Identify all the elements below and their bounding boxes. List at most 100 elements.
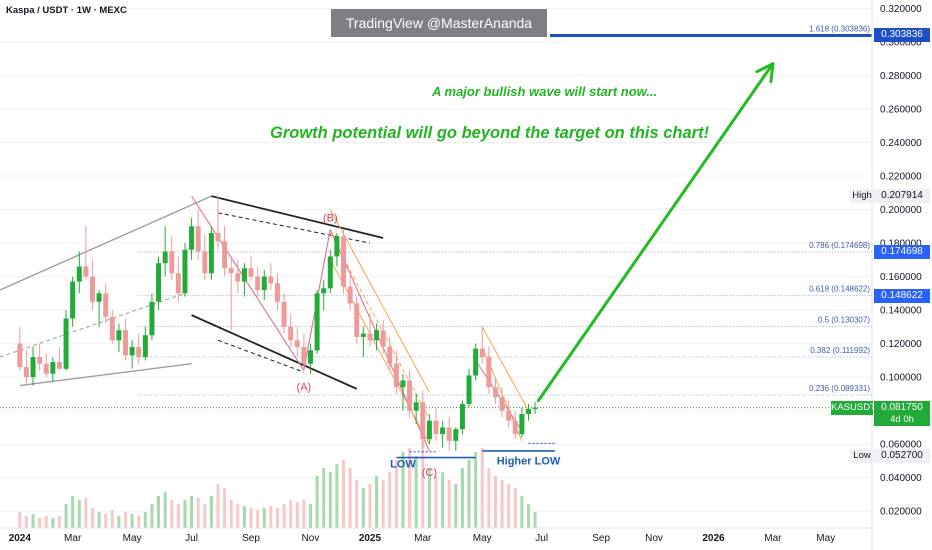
candle-up: [70, 281, 76, 319]
volume-bar: [269, 506, 273, 528]
wedge-lower-dashed: [217, 339, 305, 373]
price-axis: 0.320000 0.300000 0.280000 0.260000 0.240000…: [871, 0, 922, 550]
candle-up: [314, 293, 320, 351]
candle-up: [156, 263, 162, 302]
fib-level-label: 0.618 (0.148622): [809, 285, 870, 294]
volume-bar: [117, 516, 121, 528]
candle-down: [169, 251, 175, 274]
candle-down: [294, 340, 300, 347]
volume-bar: [441, 472, 445, 528]
volume-bar: [110, 510, 114, 528]
volume-bar: [533, 512, 537, 528]
volume-bar: [328, 472, 332, 528]
time-tick-label: 2024: [9, 533, 32, 544]
fib-level-label: 0.5 (0.130307): [818, 315, 870, 324]
candle-down: [354, 303, 360, 337]
candle-down: [43, 363, 49, 374]
candle-down: [393, 363, 399, 388]
candle-up: [453, 429, 459, 441]
candle-down: [37, 357, 43, 364]
volume-bar: [295, 502, 299, 528]
candle-up: [440, 427, 446, 435]
symbol-label: KASUSDT: [831, 400, 876, 415]
volume-bar: [84, 498, 88, 528]
candle-down: [202, 251, 208, 274]
candle-up: [116, 330, 122, 341]
candle-up: [473, 348, 479, 376]
volume-bar: [275, 508, 279, 528]
volume-bar: [427, 468, 431, 528]
low-label: Low: [850, 449, 874, 464]
volume-bar: [209, 496, 213, 528]
time-tick-label: 2026: [702, 533, 725, 544]
candle-down: [479, 348, 485, 358]
candle-down: [274, 283, 280, 302]
volume-bar: [348, 468, 352, 528]
candle-up: [334, 236, 340, 257]
candle-up: [96, 293, 102, 302]
candle-down: [347, 286, 353, 304]
volume-bar: [203, 504, 207, 528]
volume-bar: [381, 480, 385, 528]
volume-bar: [223, 488, 227, 528]
candle-down: [512, 420, 518, 435]
volume-bar: [342, 460, 346, 528]
volume-bar: [163, 492, 167, 528]
volume-bar: [388, 472, 392, 528]
wave-label: (C): [422, 467, 437, 479]
volume-bar: [183, 500, 187, 528]
bullish-arrow-head: [769, 62, 775, 84]
volume-bar: [196, 498, 200, 528]
volume-bar: [460, 468, 464, 528]
candle-down: [83, 266, 89, 277]
volume-bar: [236, 504, 240, 528]
time-tick-label: Nov: [645, 533, 663, 544]
candle-up: [400, 380, 406, 388]
time-tick-label: Jul: [185, 533, 198, 544]
volume-bar: [368, 484, 372, 528]
volume-bar: [31, 514, 35, 528]
candle-up: [76, 266, 82, 282]
wedge-lower-line: [191, 314, 358, 390]
volume-bar: [414, 456, 418, 528]
volume-bar: [38, 518, 42, 528]
candle-up: [374, 330, 380, 341]
price-tick-label: 0.220000: [880, 172, 922, 183]
candle-up: [162, 251, 168, 264]
volume-bar: [176, 504, 180, 528]
candle-up: [307, 350, 313, 364]
volume-bar: [90, 508, 94, 528]
low-label: LOW: [390, 459, 416, 471]
volume-bar: [308, 504, 312, 528]
candle-up: [426, 420, 432, 440]
candle-up: [63, 318, 69, 369]
volume-bar: [216, 484, 220, 528]
descending-channel-line: [329, 259, 430, 445]
candle-up: [142, 335, 148, 358]
time-axis: 2024 Mar May Jul Sep Nov 2025 Mar May Jul Sep Nov 20…: [0, 527, 872, 544]
candle-up: [50, 362, 56, 374]
candle-down: [420, 402, 426, 440]
volume-bar: [315, 476, 319, 528]
price-tick-label: 0.160000: [880, 272, 922, 283]
candle-up: [525, 408, 531, 415]
volume-bar: [124, 512, 128, 528]
wedge-upper-line: [211, 195, 384, 239]
volume-bar: [526, 504, 530, 528]
candle-down: [486, 357, 492, 388]
price-tick-label: 0.280000: [880, 71, 922, 82]
volume-bar: [24, 516, 28, 528]
candle-up: [321, 288, 327, 294]
candle-down: [268, 276, 274, 284]
volume-bar: [64, 504, 68, 528]
volume-bar: [361, 488, 365, 528]
bullish-arrow-head: [755, 62, 775, 74]
volume-bar: [18, 512, 22, 528]
volume-bars: [18, 440, 537, 528]
volume-bar: [434, 476, 438, 528]
fib-level-label: 1.618 (0.303836): [809, 24, 870, 33]
volume-bar: [474, 452, 478, 528]
volume-bar: [77, 500, 81, 528]
volume-bar: [375, 476, 379, 528]
